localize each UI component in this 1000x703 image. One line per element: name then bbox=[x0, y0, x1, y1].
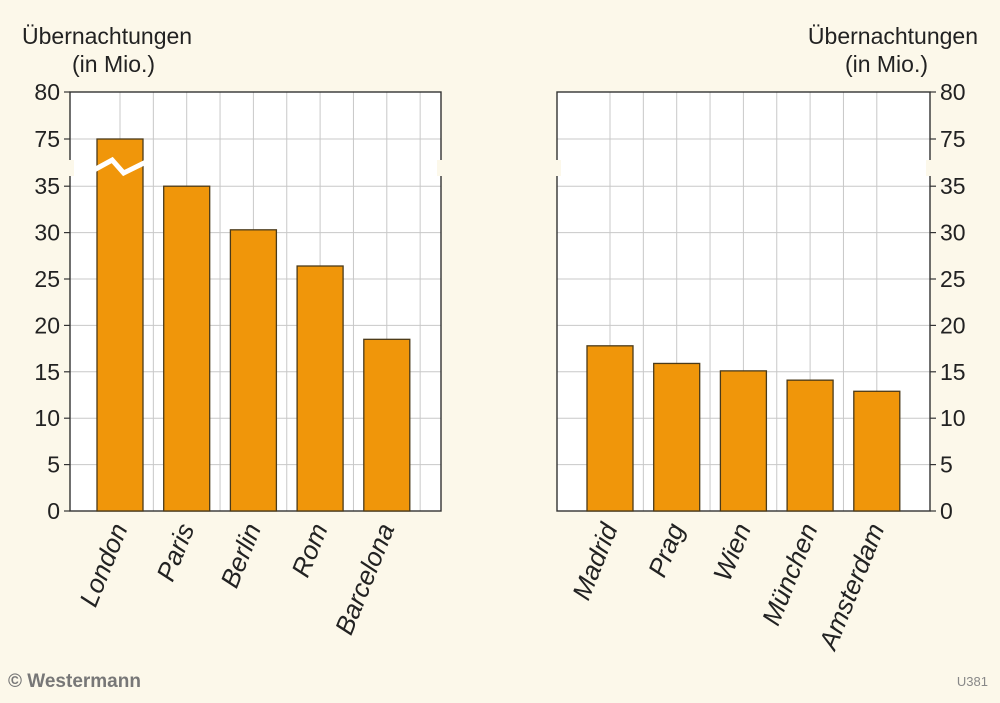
y-tick-label: 15 bbox=[940, 359, 966, 385]
y-tick-label: 25 bbox=[940, 266, 966, 292]
y-tick-label: 25 bbox=[34, 266, 60, 292]
figure-code: U381 bbox=[957, 674, 988, 689]
x-category-label: Prag bbox=[642, 519, 691, 582]
y-axis-title: Übernachtungen bbox=[808, 23, 978, 49]
bar-paris bbox=[163, 185, 211, 512]
bar-break-mark bbox=[92, 156, 148, 177]
y-tick-label: 20 bbox=[940, 312, 966, 338]
bar-barcelona bbox=[363, 338, 411, 512]
x-category-label: Berlin bbox=[214, 519, 267, 592]
y-tick-label: 15 bbox=[34, 359, 60, 385]
bar-prag bbox=[653, 362, 701, 512]
y-tick-label: 5 bbox=[47, 452, 60, 478]
chart-panel-1: 0 5 10 15 20 25 30 35 75 80 London Paris Berlin RomBa… bbox=[22, 23, 445, 639]
x-category-label: Madrid bbox=[566, 518, 624, 604]
y-axis-title-unit: (in Mio.) bbox=[845, 51, 928, 77]
y-tick-label: 30 bbox=[940, 220, 966, 246]
y-tick-label: 75 bbox=[940, 126, 966, 152]
axis-break-right bbox=[926, 160, 934, 176]
y-tick-label: 80 bbox=[34, 79, 60, 105]
y-tick-label: 35 bbox=[940, 173, 966, 199]
axis-break-left bbox=[553, 160, 561, 176]
axis-break-right bbox=[437, 160, 445, 176]
axis-break-left bbox=[66, 160, 74, 176]
bar-london bbox=[96, 138, 144, 512]
y-tick-label: 0 bbox=[940, 498, 953, 524]
x-category-label: Paris bbox=[150, 519, 200, 585]
bar-münchen bbox=[786, 379, 834, 512]
bar-amsterdam bbox=[853, 390, 901, 512]
x-category-label: Wien bbox=[707, 519, 757, 585]
y-tick-label: 10 bbox=[940, 405, 966, 431]
y-axis-title-unit: (in Mio.) bbox=[72, 51, 155, 77]
x-category-label: Rom bbox=[285, 519, 333, 581]
y-tick-label: 5 bbox=[940, 452, 953, 478]
bar-rom bbox=[296, 265, 344, 512]
y-tick-label: 35 bbox=[34, 173, 60, 199]
x-category-label: München bbox=[756, 519, 824, 629]
y-tick-label: 80 bbox=[940, 79, 966, 105]
bar-wien bbox=[719, 370, 768, 512]
copyright-text: © Westermann bbox=[8, 671, 141, 692]
bar-berlin bbox=[229, 229, 278, 512]
y-tick-label: 75 bbox=[34, 126, 60, 152]
x-category-label: Barcelona bbox=[329, 519, 401, 639]
y-tick-label: 10 bbox=[34, 405, 60, 431]
y-tick-label: 30 bbox=[34, 220, 60, 246]
x-category-label: London bbox=[73, 519, 133, 611]
y-tick-label: 20 bbox=[34, 312, 60, 338]
x-category-label: Amsterdam bbox=[812, 519, 890, 655]
y-tick-label: 0 bbox=[47, 498, 60, 524]
chart-panel-2: 0 5 10 15 20 25 30 35 75 80 Madrid Prag WienMünchenA… bbox=[553, 23, 978, 655]
y-axis-title: Übernachtungen bbox=[22, 23, 192, 49]
bar-madrid bbox=[586, 345, 634, 512]
